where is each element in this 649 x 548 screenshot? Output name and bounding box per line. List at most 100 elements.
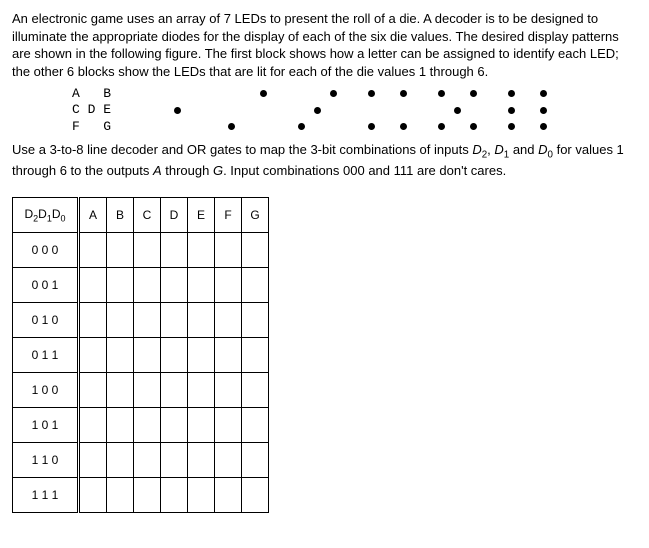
truth-output-cell (107, 408, 134, 443)
truth-output-cell (79, 443, 107, 478)
truth-input-cell: 0 0 1 (13, 268, 79, 303)
truth-output-cell (188, 338, 215, 373)
truth-input-cell: 0 1 1 (13, 338, 79, 373)
pip-D (454, 107, 461, 114)
pip-D (174, 107, 181, 114)
truth-header-G: G (242, 198, 269, 233)
instruction-paragraph: Use a 3-to-8 line decoder and OR gates t… (12, 141, 637, 179)
truth-output-cell (188, 478, 215, 513)
truth-output-cell (215, 443, 242, 478)
pip-B (330, 90, 337, 97)
truth-output-cell (107, 303, 134, 338)
truth-output-cell (134, 338, 161, 373)
pip-A (508, 90, 515, 97)
pip-F (508, 123, 515, 130)
truth-output-cell (188, 233, 215, 268)
die-face-4 (364, 87, 412, 135)
pip-A (438, 90, 445, 97)
truth-output-cell (79, 478, 107, 513)
truth-output-cell (134, 268, 161, 303)
pip-A (368, 90, 375, 97)
die-face-3 (294, 87, 342, 135)
pip-E (540, 107, 547, 114)
pip-F (228, 123, 235, 130)
pip-B (260, 90, 267, 97)
truth-header-inputs: D2D1D0 (13, 198, 79, 233)
truth-output-cell (161, 443, 188, 478)
pip-F (298, 123, 305, 130)
truth-output-cell (188, 268, 215, 303)
truth-header-C: C (134, 198, 161, 233)
table-row: 1 1 0 (13, 443, 269, 478)
truth-output-cell (134, 303, 161, 338)
table-row: 1 0 0 (13, 373, 269, 408)
table-row: 0 0 1 (13, 268, 269, 303)
truth-output-cell (242, 268, 269, 303)
truth-output-cell (188, 373, 215, 408)
pip-G (540, 123, 547, 130)
truth-input-cell: 1 0 1 (13, 408, 79, 443)
truth-input-cell: 0 1 0 (13, 303, 79, 338)
truth-output-cell (107, 233, 134, 268)
pip-G (470, 123, 477, 130)
truth-output-cell (134, 233, 161, 268)
table-row: 0 1 1 (13, 338, 269, 373)
truth-input-cell: 1 1 1 (13, 478, 79, 513)
truth-header-B: B (107, 198, 134, 233)
truth-output-cell (242, 373, 269, 408)
pip-B (470, 90, 477, 97)
pip-F (368, 123, 375, 130)
truth-table: D2D1D0ABCDEFG 0 0 00 0 10 1 00 1 11 0 01… (12, 197, 269, 513)
truth-output-cell (134, 373, 161, 408)
pip-B (540, 90, 547, 97)
truth-header-A: A (79, 198, 107, 233)
truth-output-cell (134, 408, 161, 443)
truth-header-D: D (161, 198, 188, 233)
truth-output-cell (134, 443, 161, 478)
truth-output-cell (134, 478, 161, 513)
truth-output-cell (242, 443, 269, 478)
truth-output-cell (242, 408, 269, 443)
truth-output-cell (242, 303, 269, 338)
table-row: 1 1 1 (13, 478, 269, 513)
truth-output-cell (215, 233, 242, 268)
truth-output-cell (161, 373, 188, 408)
truth-output-cell (107, 443, 134, 478)
truth-output-cell (79, 268, 107, 303)
die-face-5 (434, 87, 482, 135)
truth-output-cell (107, 478, 134, 513)
truth-output-cell (188, 408, 215, 443)
die-face-2 (224, 87, 272, 135)
truth-output-cell (161, 233, 188, 268)
truth-output-cell (79, 408, 107, 443)
truth-output-cell (107, 373, 134, 408)
intro-paragraph: An electronic game uses an array of 7 LE… (12, 10, 637, 80)
table-row: 0 0 0 (13, 233, 269, 268)
truth-output-cell (215, 303, 242, 338)
truth-table-header: D2D1D0ABCDEFG (13, 198, 269, 233)
truth-output-cell (79, 373, 107, 408)
truth-output-cell (161, 303, 188, 338)
pip-F (438, 123, 445, 130)
truth-output-cell (215, 373, 242, 408)
truth-output-cell (107, 338, 134, 373)
truth-output-cell (215, 478, 242, 513)
truth-output-cell (161, 478, 188, 513)
truth-output-cell (215, 408, 242, 443)
figure-row: A B C D E F G (72, 86, 637, 135)
pip-G (400, 123, 407, 130)
truth-output-cell (242, 478, 269, 513)
table-row: 1 0 1 (13, 408, 269, 443)
truth-input-cell: 1 1 0 (13, 443, 79, 478)
truth-output-cell (79, 303, 107, 338)
pip-B (400, 90, 407, 97)
pip-C (508, 107, 515, 114)
truth-output-cell (188, 443, 215, 478)
truth-output-cell (161, 408, 188, 443)
truth-output-cell (161, 268, 188, 303)
truth-output-cell (188, 303, 215, 338)
led-label-block: A B C D E F G (72, 86, 132, 135)
truth-output-cell (242, 233, 269, 268)
truth-output-cell (161, 338, 188, 373)
die-face-6 (504, 87, 552, 135)
